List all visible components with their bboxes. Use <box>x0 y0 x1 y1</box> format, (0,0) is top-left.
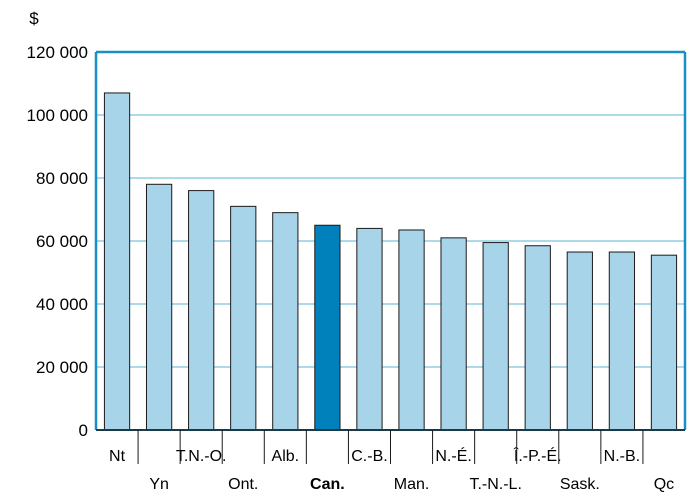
y-tick-label: 60 000 <box>36 232 88 251</box>
x-category-label: Yn <box>149 476 169 493</box>
bars <box>103 92 678 431</box>
x-category-label: Ont. <box>228 476 258 493</box>
x-category-label: Nt <box>109 448 126 465</box>
bar <box>103 92 131 431</box>
y-tick-label: 80 000 <box>36 169 88 188</box>
bar <box>230 205 257 431</box>
bar <box>566 251 593 431</box>
x-category-label: T.-N.-L. <box>469 476 521 493</box>
bar <box>524 245 551 431</box>
x-category-label: Î.-P.-É. <box>513 446 562 465</box>
bar <box>482 242 509 431</box>
bar <box>608 251 636 431</box>
y-tick-label: 20 000 <box>36 358 88 377</box>
y-axis-unit-label: $ <box>29 9 39 28</box>
x-category-label: Alb. <box>272 448 300 465</box>
x-category-label: Qc <box>654 476 674 493</box>
grid-lines <box>96 114 685 368</box>
bar <box>145 183 173 431</box>
x-category-label: N.-É. <box>435 446 471 465</box>
y-tick-label: 0 <box>79 421 88 440</box>
x-category-label: T.N.-O. <box>176 448 227 465</box>
x-category-label: Sask. <box>560 476 600 493</box>
x-category-label: C.-B. <box>351 448 387 465</box>
x-axis-category-labels: Nt Yn T.N.-O.Ont. Alb. Can. C.-B. Man. N.-É. T.-… <box>109 430 674 493</box>
bar <box>398 229 425 431</box>
x-category-label: Man. <box>394 476 430 493</box>
bar <box>356 227 383 431</box>
y-tick-label: 120 000 <box>27 43 88 62</box>
bar <box>272 212 299 431</box>
bar <box>188 190 215 431</box>
y-tick-label: 40 000 <box>36 295 88 314</box>
x-category-label: N.-B. <box>604 448 640 465</box>
bar-highlight <box>314 224 341 431</box>
y-axis-tick-labels: 0 20 000 40 000 60 000 80 000 100 000 120 000 <box>27 43 88 440</box>
y-tick-label: 100 000 <box>27 106 88 125</box>
x-category-label: Can. <box>310 476 345 493</box>
bar <box>440 237 467 431</box>
bar <box>650 254 678 431</box>
